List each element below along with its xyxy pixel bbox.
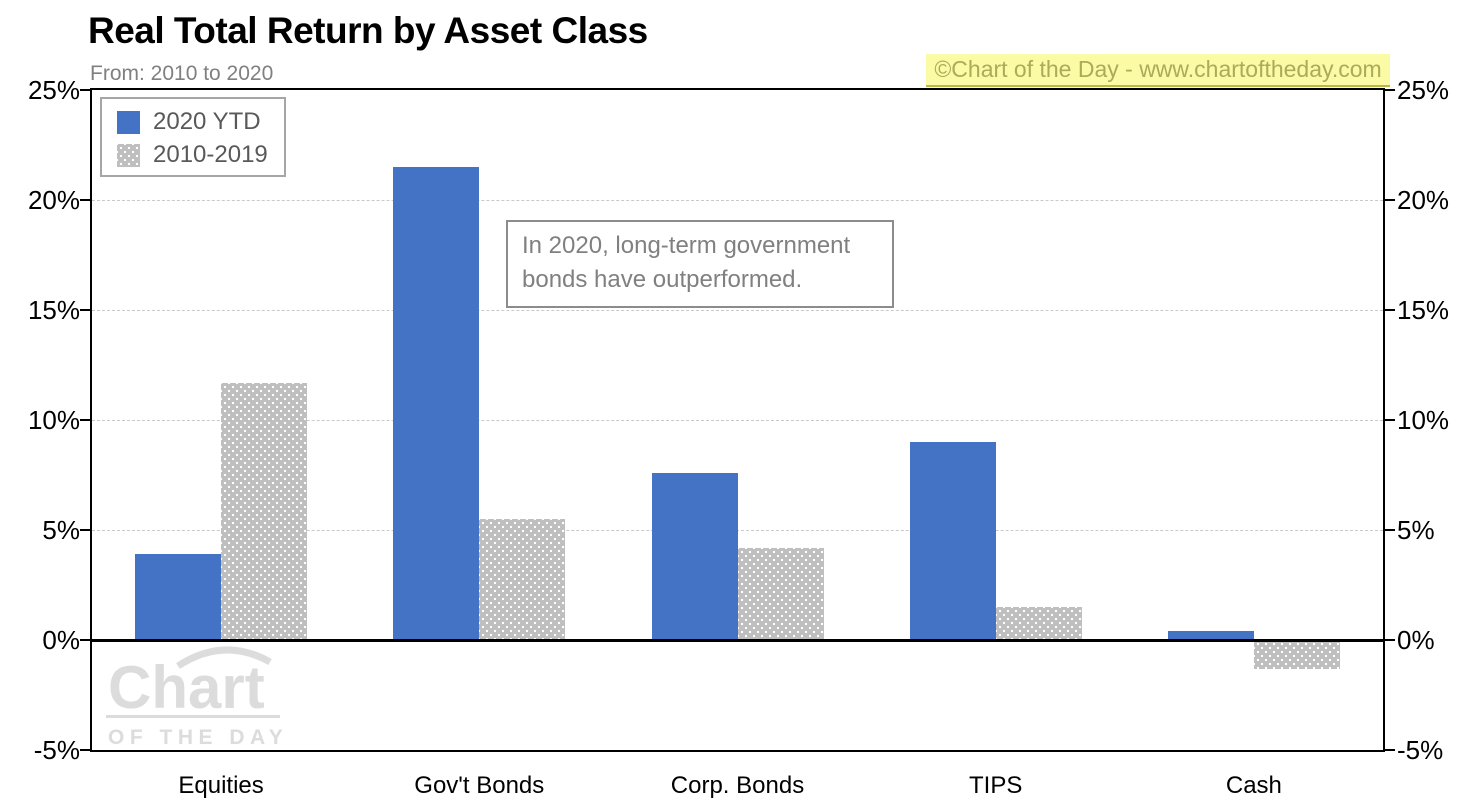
annotation-line: In 2020, long-term government [522, 232, 851, 259]
bar-2020-ytd-gov-t-bonds [393, 167, 480, 640]
ytick-label-left-5: -5% [33, 735, 80, 765]
chart-of-the-day-logo: Chart OF THE DAY [106, 646, 288, 749]
xtick-label-tips: TIPS [969, 772, 1023, 799]
ytick-label-left-20: 20% [27, 185, 80, 215]
bar-2020-ytd-equities [135, 554, 222, 640]
xtick-label-corp-bonds: Corp. Bonds [670, 772, 805, 799]
zero-axis-line [92, 639, 1383, 642]
logo-underline [106, 715, 280, 718]
gridline-20 [92, 200, 1383, 201]
ytick-mark-left [80, 639, 90, 641]
ytick-mark-left [80, 309, 90, 311]
logo-subword: OF THE DAY [108, 726, 288, 749]
ytick-mark-right [1385, 309, 1395, 311]
xtick-label-cash: Cash [1225, 772, 1282, 799]
ytick-mark-right [1385, 89, 1395, 91]
ytick-mark-right [1385, 749, 1395, 751]
ytick-label-right-5: 5% [1397, 515, 1435, 545]
ytick-mark-right [1385, 529, 1395, 531]
gridline-5 [92, 530, 1383, 531]
ytick-mark-left [80, 89, 90, 91]
xtick-label-equities: Equities [178, 772, 264, 799]
ytick-label-right-25: 25% [1397, 75, 1450, 105]
bar-2010-2019-equities [221, 382, 308, 640]
legend-swatch-2020-ytd [117, 110, 140, 134]
bar-2010-2019-cash [1253, 640, 1340, 669]
ytick-label-left-25: 25% [27, 75, 80, 105]
ytick-label-right-0: 0% [1397, 625, 1435, 655]
logo-arc [176, 646, 272, 669]
legend: 2020 YTD 2010-2019 [100, 97, 286, 177]
ytick-label-right-15: 15% [1397, 295, 1450, 325]
ytick-mark-right [1385, 419, 1395, 421]
chart-subtitle: From: 2010 to 2020 [90, 62, 274, 85]
ytick-mark-left [80, 199, 90, 201]
bar-2010-2019-tips [995, 607, 1082, 640]
ytick-label-right-20: 20% [1397, 185, 1450, 215]
copyright-watermark: ©Chart of the Day - www.chartoftheday.co… [926, 54, 1390, 87]
ytick-mark-right [1385, 639, 1395, 641]
ytick-mark-left [80, 419, 90, 421]
ytick-label-left-0: 0% [42, 625, 80, 655]
bar-2020-ytd-corp-bonds [651, 472, 738, 640]
legend-label: 2020 YTD [153, 108, 261, 135]
ytick-label-right-10: 10% [1397, 405, 1450, 435]
bar-2010-2019-corp-bonds [737, 547, 824, 640]
legend-swatch-2010-2019 [117, 143, 140, 167]
ytick-label-left-10: 10% [27, 405, 80, 435]
annotation-line: bonds have outperformed. [522, 266, 803, 293]
xtick-label-gov-t-bonds: Gov't Bonds [414, 772, 545, 799]
plot-area: 2020 YTD 2010-2019 In 2020, long-term go… [90, 88, 1385, 752]
ytick-mark-left [80, 529, 90, 531]
annotation-callout: In 2020, long-term government bonds have… [506, 220, 894, 308]
ytick-label-right-5: -5% [1397, 735, 1444, 765]
ytick-mark-right [1385, 199, 1395, 201]
gridline-10 [92, 420, 1383, 421]
bar-2020-ytd-tips [909, 442, 996, 640]
legend-label: 2010-2019 [153, 141, 268, 168]
ytick-mark-left [80, 749, 90, 751]
ytick-label-left-15: 15% [27, 295, 80, 325]
legend-item-2020-ytd: 2020 YTD [117, 108, 284, 136]
gridline-15 [92, 310, 1383, 311]
legend-item-2010-2019: 2010-2019 [117, 141, 284, 169]
bar-2010-2019-gov-t-bonds [479, 519, 566, 640]
bar-2020-ytd-cash [1167, 631, 1254, 640]
page-title: Real Total Return by Asset Class [88, 10, 648, 51]
ytick-label-left-5: 5% [42, 515, 80, 545]
logo-word: Chart [108, 654, 265, 721]
